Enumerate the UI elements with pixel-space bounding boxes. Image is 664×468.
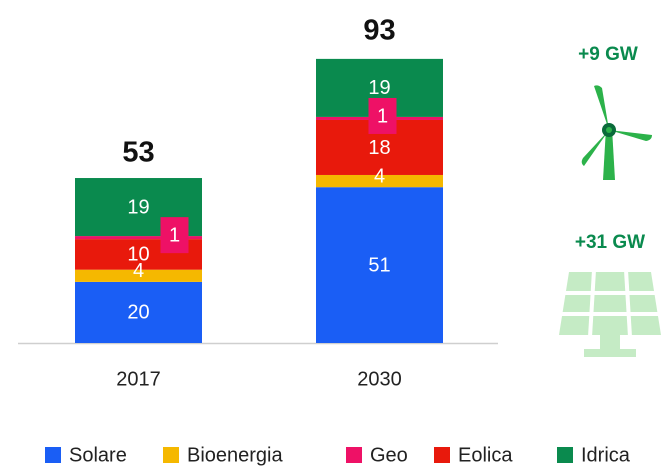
data-label: 51	[368, 254, 390, 276]
x-tick-label: 2017	[116, 368, 161, 390]
bar-segment	[316, 174, 443, 188]
bar-segment	[75, 269, 202, 282]
solar-panel-icon	[559, 269, 661, 357]
legend-swatch	[434, 447, 450, 463]
legend-label: Bioenergia	[187, 444, 284, 466]
bar-segment	[75, 281, 202, 343]
data-label: 19	[368, 77, 390, 99]
geo-label-box	[160, 217, 189, 254]
data-label: 1	[377, 105, 388, 127]
legend-swatch	[557, 447, 573, 463]
data-label: 20	[127, 302, 149, 324]
legend-label: Idrica	[581, 444, 631, 466]
legend-swatch	[45, 447, 61, 463]
legend-label: Eolica	[458, 444, 513, 466]
data-label: 1	[169, 224, 180, 246]
legend-label: Solare	[69, 444, 127, 466]
total-label: 53	[122, 137, 154, 169]
legend-swatch	[163, 447, 179, 463]
bar-segment	[316, 187, 443, 343]
data-label: 10	[127, 244, 149, 266]
annotation: +9 GW	[578, 44, 638, 65]
bar-segment	[75, 236, 202, 240]
legend-swatch	[346, 447, 362, 463]
data-label: 18	[368, 137, 390, 159]
data-label: 4	[133, 260, 144, 282]
total-label: 93	[363, 15, 395, 47]
annotation: +31 GW	[575, 232, 645, 253]
legend-label: Geo	[370, 444, 408, 466]
wind-turbine-icon	[581, 85, 652, 180]
data-label: 19	[127, 196, 149, 218]
geo-label-box	[368, 97, 397, 134]
data-label: 4	[374, 165, 385, 187]
x-tick-label: 2030	[357, 368, 402, 390]
